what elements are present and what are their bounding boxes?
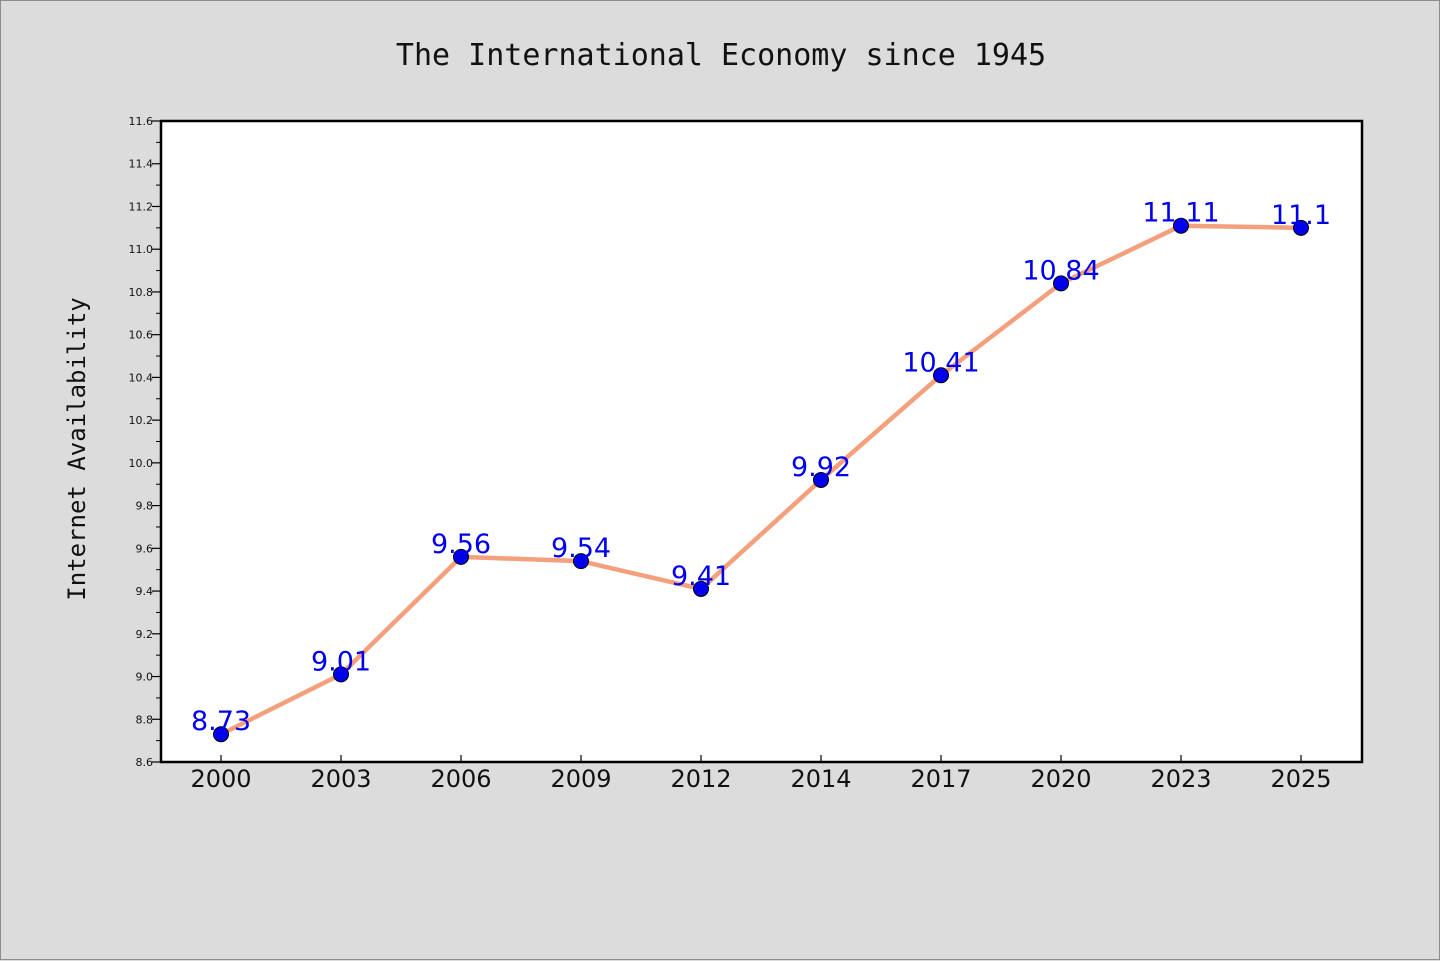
data-label: 11.11: [1142, 198, 1219, 229]
data-label: 9.56: [431, 529, 491, 560]
x-tick-label: 2023: [1150, 765, 1211, 793]
y-tick-label: 11.2: [129, 200, 154, 213]
data-label: 9.41: [671, 561, 731, 592]
y-tick-label: 11.4: [129, 158, 154, 171]
x-tick-label: 2025: [1270, 765, 1331, 793]
data-point: [213, 726, 229, 743]
y-tick-label: 10.2: [129, 414, 154, 427]
x-axis-ticks: 2000 2003 2006 2009 2012 2014 2017 2020 2023 2025: [190, 755, 1332, 793]
data-point: [933, 367, 949, 384]
x-tick-label: 2017: [910, 765, 971, 793]
data-point: [453, 548, 469, 565]
x-tick-label: 2006: [430, 765, 491, 793]
x-tick-label: 2009: [550, 765, 611, 793]
data-label: 9.92: [791, 452, 851, 483]
y-tick-label: 9.6: [136, 542, 154, 555]
y-tick-label: 8.8: [136, 713, 154, 726]
x-tick-label: 2012: [670, 765, 731, 793]
series-line: [218, 223, 1304, 737]
data-label: 9.54: [551, 533, 611, 564]
x-tick-label: 2003: [310, 765, 371, 793]
x-tick-label: 2020: [1030, 765, 1091, 793]
x-tick-label: 2000: [190, 765, 251, 793]
data-label: 10.41: [902, 347, 979, 378]
y-tick-label: 8.6: [136, 756, 154, 769]
y-tick-label: 11.6: [129, 115, 154, 128]
data-point: [333, 666, 349, 683]
data-label: 10.84: [1022, 255, 1099, 286]
data-label: 8.73: [191, 706, 251, 737]
y-tick-label: 10.0: [129, 457, 154, 470]
data-point: [693, 580, 709, 597]
y-tick-label: 11.0: [129, 243, 154, 256]
y-tick-label: 9.2: [136, 628, 154, 641]
data-point: [813, 471, 829, 488]
y-tick-label: 9.0: [136, 671, 154, 684]
y-axis-ticks: 8.6 8.8 9.0 9.2 9.4 9.6 9.8 10.0 10.2 10.4 10.6 10.…: [129, 115, 161, 769]
data-point: [573, 553, 589, 570]
y-tick-label: 9.8: [136, 500, 154, 513]
y-axis-label: Internet Availability: [63, 297, 91, 600]
y-tick-label: 10.6: [129, 329, 154, 342]
data-point: [1173, 217, 1189, 234]
data-point: [1293, 219, 1309, 236]
plot-border: [159, 119, 1364, 764]
y-tick-label: 10.4: [129, 371, 154, 384]
data-point: [1053, 275, 1069, 292]
y-tick-label: 9.4: [136, 585, 154, 598]
y-tick-label: 10.8: [129, 286, 154, 299]
data-label: 9.01: [311, 646, 371, 677]
series-line-group: [213, 217, 1309, 743]
x-tick-label: 2014: [790, 765, 851, 793]
chart-title: The International Economy since 1945: [396, 38, 1046, 73]
data-label: 11.1: [1271, 200, 1331, 231]
